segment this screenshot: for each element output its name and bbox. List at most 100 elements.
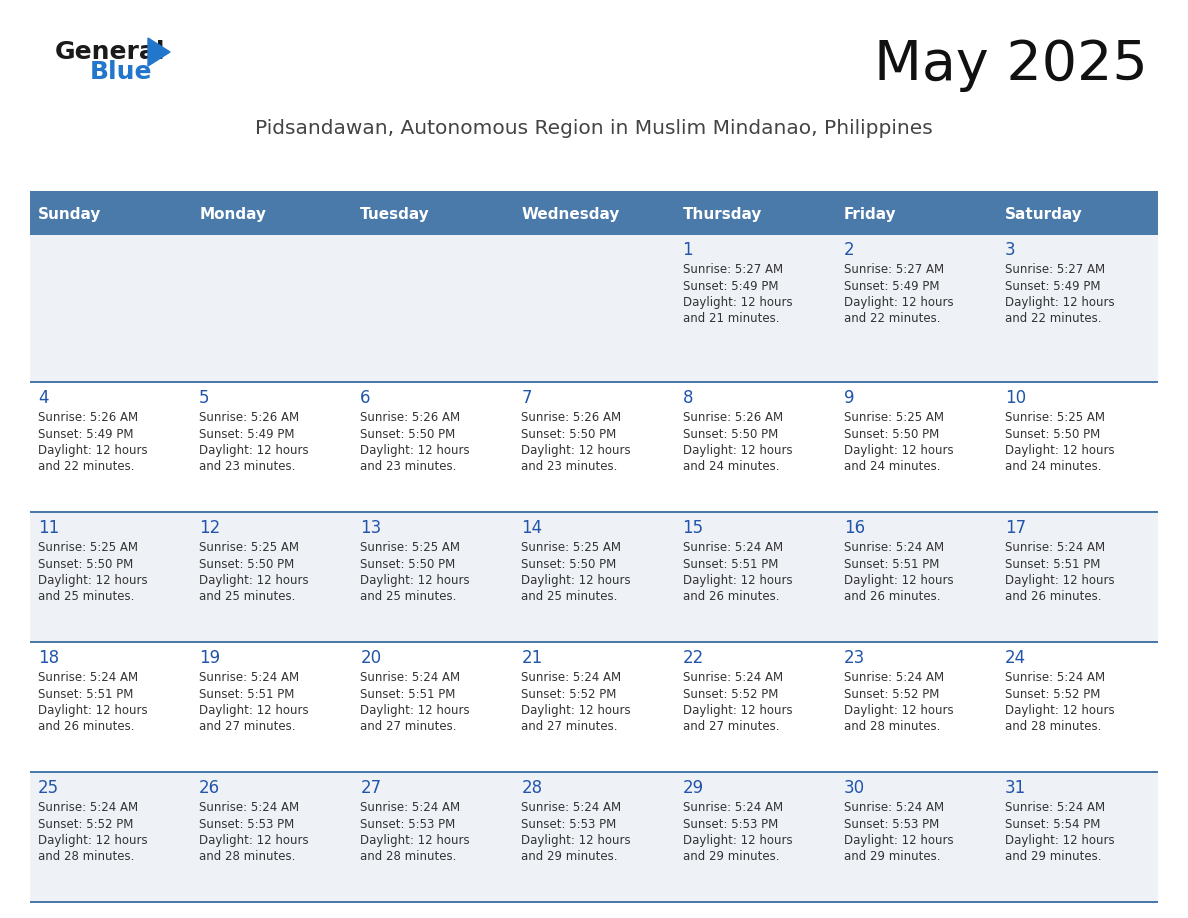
Bar [353,235,513,381]
Text: Sunrise: 5:25 AM: Sunrise: 5:25 AM [1005,411,1105,424]
Text: 29: 29 [683,779,703,797]
Text: Daylight: 12 hours: Daylight: 12 hours [843,296,953,309]
Text: 23: 23 [843,649,865,667]
Text: Sunrise: 5:24 AM: Sunrise: 5:24 AM [38,671,138,684]
Text: and 26 minutes.: and 26 minutes. [683,590,779,603]
Text: Daylight: 12 hours: Daylight: 12 hours [683,834,792,847]
Text: and 27 minutes.: and 27 minutes. [200,721,296,733]
Text: Sunrise: 5:24 AM: Sunrise: 5:24 AM [843,801,943,814]
Text: Sunset: 5:50 PM: Sunset: 5:50 PM [522,557,617,570]
Text: and 24 minutes.: and 24 minutes. [1005,461,1101,474]
Text: and 25 minutes.: and 25 minutes. [38,590,134,603]
Text: Sunset: 5:50 PM: Sunset: 5:50 PM [522,428,617,441]
Text: and 29 minutes.: and 29 minutes. [522,850,618,864]
Text: Sunrise: 5:24 AM: Sunrise: 5:24 AM [360,801,461,814]
Text: 28: 28 [522,779,543,797]
Text: 2: 2 [843,241,854,259]
Text: Sunrise: 5:24 AM: Sunrise: 5:24 AM [200,671,299,684]
Text: Sunrise: 5:26 AM: Sunrise: 5:26 AM [200,411,299,424]
Text: Sunrise: 5:24 AM: Sunrise: 5:24 AM [1005,801,1105,814]
Text: Daylight: 12 hours: Daylight: 12 hours [843,834,953,847]
Text: and 23 minutes.: and 23 minutes. [360,461,456,474]
Bar [30,511,1158,513]
Bar [353,513,513,641]
Bar [835,383,997,511]
Bar [513,383,675,511]
Text: 4: 4 [38,389,49,407]
Bar [835,773,997,901]
Text: Sunday: Sunday [38,207,101,221]
Text: Sunrise: 5:24 AM: Sunrise: 5:24 AM [522,801,621,814]
Text: and 27 minutes.: and 27 minutes. [683,721,779,733]
Text: Sunset: 5:50 PM: Sunset: 5:50 PM [360,557,455,570]
Text: Daylight: 12 hours: Daylight: 12 hours [1005,574,1114,587]
Bar [191,513,353,641]
Text: Daylight: 12 hours: Daylight: 12 hours [522,444,631,457]
Text: 3: 3 [1005,241,1016,259]
Text: Daylight: 12 hours: Daylight: 12 hours [360,834,470,847]
Text: Daylight: 12 hours: Daylight: 12 hours [360,444,470,457]
Text: Sunrise: 5:24 AM: Sunrise: 5:24 AM [38,801,138,814]
Bar [997,235,1158,381]
Text: and 26 minutes.: and 26 minutes. [843,590,940,603]
Text: Sunrise: 5:24 AM: Sunrise: 5:24 AM [200,801,299,814]
Text: Monday: Monday [200,207,266,221]
Text: and 22 minutes.: and 22 minutes. [38,461,134,474]
Bar [997,513,1158,641]
Text: Sunset: 5:52 PM: Sunset: 5:52 PM [1005,688,1100,700]
Bar [997,195,1158,233]
Text: and 29 minutes.: and 29 minutes. [1005,850,1101,864]
Text: and 25 minutes.: and 25 minutes. [522,590,618,603]
Bar [835,513,997,641]
Text: and 22 minutes.: and 22 minutes. [1005,312,1101,326]
Text: Sunrise: 5:25 AM: Sunrise: 5:25 AM [38,541,138,554]
Text: 11: 11 [38,519,59,537]
Text: Daylight: 12 hours: Daylight: 12 hours [38,444,147,457]
Text: Sunset: 5:49 PM: Sunset: 5:49 PM [683,279,778,293]
Text: 18: 18 [38,649,59,667]
Text: Sunrise: 5:25 AM: Sunrise: 5:25 AM [200,541,299,554]
Text: Wednesday: Wednesday [522,207,620,221]
Bar [835,643,997,771]
Text: and 29 minutes.: and 29 minutes. [683,850,779,864]
Bar [30,195,191,233]
Text: and 28 minutes.: and 28 minutes. [843,721,940,733]
Text: Daylight: 12 hours: Daylight: 12 hours [1005,444,1114,457]
Text: Daylight: 12 hours: Daylight: 12 hours [1005,704,1114,717]
Bar [997,773,1158,901]
Text: Sunrise: 5:25 AM: Sunrise: 5:25 AM [360,541,460,554]
Text: and 28 minutes.: and 28 minutes. [1005,721,1101,733]
Text: Thursday: Thursday [683,207,762,221]
Text: Blue: Blue [90,60,152,84]
Bar [513,235,675,381]
Text: Saturday: Saturday [1005,207,1082,221]
Text: 31: 31 [1005,779,1026,797]
Text: Daylight: 12 hours: Daylight: 12 hours [38,704,147,717]
Bar [513,513,675,641]
Text: Daylight: 12 hours: Daylight: 12 hours [1005,296,1114,309]
Text: Sunrise: 5:27 AM: Sunrise: 5:27 AM [1005,263,1105,276]
Text: 22: 22 [683,649,703,667]
Text: Sunrise: 5:27 AM: Sunrise: 5:27 AM [683,263,783,276]
Text: Daylight: 12 hours: Daylight: 12 hours [200,704,309,717]
Text: Sunrise: 5:24 AM: Sunrise: 5:24 AM [843,541,943,554]
Text: 19: 19 [200,649,220,667]
Text: Sunset: 5:50 PM: Sunset: 5:50 PM [200,557,295,570]
Text: Sunset: 5:49 PM: Sunset: 5:49 PM [200,428,295,441]
Text: Sunrise: 5:26 AM: Sunrise: 5:26 AM [522,411,621,424]
Text: Sunset: 5:50 PM: Sunset: 5:50 PM [38,557,133,570]
Bar [30,641,1158,643]
Bar [353,195,513,233]
Text: 24: 24 [1005,649,1026,667]
Text: and 26 minutes.: and 26 minutes. [38,721,134,733]
Bar [191,235,353,381]
Text: and 23 minutes.: and 23 minutes. [200,461,296,474]
Bar [353,643,513,771]
Text: Daylight: 12 hours: Daylight: 12 hours [360,704,470,717]
Text: 26: 26 [200,779,220,797]
Text: Daylight: 12 hours: Daylight: 12 hours [38,574,147,587]
Text: Sunset: 5:53 PM: Sunset: 5:53 PM [522,818,617,831]
Bar [30,235,191,381]
Text: 10: 10 [1005,389,1026,407]
Bar [675,195,835,233]
